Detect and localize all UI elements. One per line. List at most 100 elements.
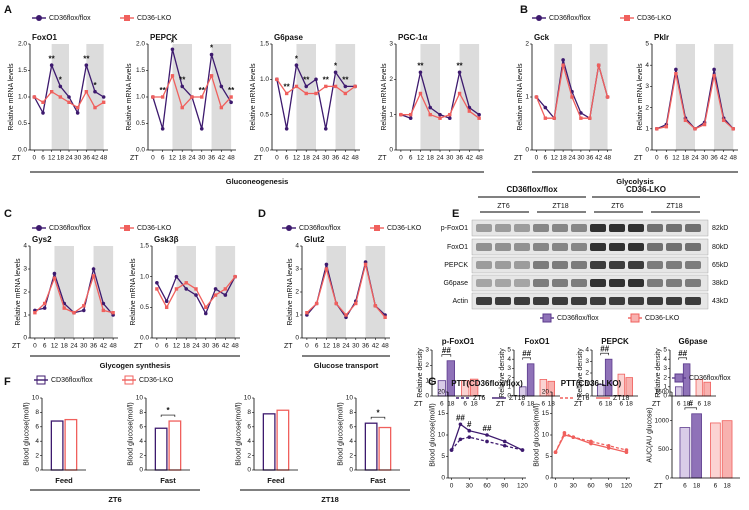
y-tick-label: 2 bbox=[425, 362, 429, 369]
y-tick-label: 2 bbox=[139, 452, 143, 459]
blot-band bbox=[533, 243, 549, 251]
x-tick-label: 6 bbox=[714, 483, 718, 490]
annotation: ** bbox=[284, 83, 291, 92]
x-tick-label: 18 bbox=[527, 401, 535, 408]
x-tick-label: 0 bbox=[535, 155, 539, 162]
x-tick-label: 36 bbox=[83, 155, 91, 162]
legend-label: ZT18 bbox=[613, 395, 629, 402]
blot-band bbox=[552, 261, 568, 269]
blot-band bbox=[514, 243, 530, 251]
y-tick-label: 0 bbox=[665, 475, 669, 482]
blot-band bbox=[666, 261, 682, 269]
point bbox=[606, 446, 611, 450]
point bbox=[170, 47, 175, 52]
point bbox=[184, 287, 189, 291]
x-tick-label: 36 bbox=[586, 155, 594, 162]
group-label: ZT18 bbox=[321, 495, 339, 504]
y-tick-label: 3 bbox=[645, 83, 649, 90]
x-tick-label: 48 bbox=[604, 155, 612, 162]
x-tick-label: 6 bbox=[521, 401, 525, 408]
annotation: ## bbox=[522, 349, 531, 358]
blot-protein: PEPCK bbox=[444, 262, 468, 269]
point bbox=[543, 105, 548, 110]
y-tick-label: 4 bbox=[295, 243, 299, 250]
y-tick-label: 2.0 bbox=[136, 41, 145, 48]
blot-band bbox=[685, 261, 701, 269]
blot-band bbox=[476, 224, 492, 232]
legend-marker bbox=[36, 225, 42, 231]
bar bbox=[364, 422, 378, 471]
y-tick-label: 2 bbox=[525, 41, 529, 48]
y-axis-label: Blood glucose(mol/l) bbox=[338, 402, 345, 465]
blot-band bbox=[514, 261, 530, 269]
chart-title: PEPCK bbox=[150, 33, 178, 42]
point bbox=[418, 70, 423, 75]
legend-marker bbox=[286, 225, 292, 231]
bracket bbox=[522, 357, 531, 360]
point bbox=[67, 95, 71, 99]
x-axis-label: ZT bbox=[634, 155, 643, 162]
y-axis-label: Relative mRNA levels bbox=[381, 63, 388, 131]
point bbox=[304, 91, 308, 96]
blot-band bbox=[647, 224, 663, 232]
x-tick-label: 24 bbox=[436, 155, 444, 162]
point bbox=[304, 84, 309, 89]
y-tick-label: 1.5 bbox=[260, 41, 269, 48]
x-tick-label: 18 bbox=[626, 401, 634, 408]
x-tick-label: 30 bbox=[570, 483, 578, 490]
blot-band bbox=[685, 224, 701, 232]
annotation: * bbox=[166, 406, 170, 415]
x-tick-label: 0 bbox=[275, 155, 279, 162]
point bbox=[42, 301, 47, 306]
point bbox=[200, 95, 204, 99]
y-tick-label: 3 bbox=[23, 266, 27, 273]
bracket bbox=[600, 352, 609, 356]
y-tick-label: 4 bbox=[349, 438, 353, 445]
y-tick-label: 5 bbox=[507, 347, 511, 354]
bar bbox=[674, 386, 683, 397]
panel-letter: D bbox=[258, 208, 266, 220]
x-tick-label: 18 bbox=[427, 155, 435, 162]
y-tick-label: 0 bbox=[507, 393, 511, 400]
x-tick-label: 12 bbox=[672, 155, 680, 162]
blot-band bbox=[590, 279, 606, 287]
annotation: * bbox=[59, 76, 63, 85]
y-tick-label: 10 bbox=[346, 395, 354, 402]
x-tick-label: 18 bbox=[471, 401, 479, 408]
point bbox=[294, 63, 299, 67]
point bbox=[502, 439, 507, 444]
x-tick-label: 6 bbox=[665, 155, 669, 162]
section-label: Glycolysis bbox=[616, 177, 654, 186]
legend-swatch bbox=[36, 375, 46, 385]
point bbox=[562, 433, 567, 437]
x-tick-label: 30 bbox=[352, 343, 360, 350]
y-tick-label: 3 bbox=[425, 347, 429, 354]
chart-title: PEPCK bbox=[601, 337, 629, 346]
blot-timepoint: ZT6 bbox=[611, 203, 624, 210]
x-tick-label: 90 bbox=[605, 483, 613, 490]
point bbox=[219, 84, 224, 89]
bracket bbox=[684, 407, 697, 410]
y-tick-label: 0.5 bbox=[136, 120, 145, 127]
y-tick-label: 1 bbox=[23, 312, 27, 319]
dark-phase bbox=[365, 246, 386, 338]
blot-band bbox=[495, 261, 511, 269]
x-axis-label: ZT bbox=[134, 343, 143, 350]
x-tick-label: 48 bbox=[381, 343, 389, 350]
y-tick-label: 2 bbox=[35, 452, 39, 459]
bar bbox=[168, 420, 182, 471]
x-tick-label: 0 bbox=[450, 483, 454, 490]
x-tick-label: 36 bbox=[456, 155, 464, 162]
point bbox=[164, 299, 169, 304]
point bbox=[101, 95, 106, 99]
y-tick-label: 0 bbox=[645, 147, 649, 154]
y-axis-label: Relative mRNA levels bbox=[126, 63, 133, 131]
legend-label: CD36flox/flox bbox=[299, 225, 341, 232]
point bbox=[449, 448, 454, 452]
legend-label: CD36flox/flox bbox=[51, 377, 93, 384]
x-tick-label: 12 bbox=[48, 155, 56, 162]
chart-title: PGC-1α bbox=[398, 33, 427, 42]
y-tick-label: 4 bbox=[247, 438, 251, 445]
x-tick-label: 6 bbox=[161, 155, 165, 162]
y-tick-label: 1 bbox=[585, 381, 589, 388]
